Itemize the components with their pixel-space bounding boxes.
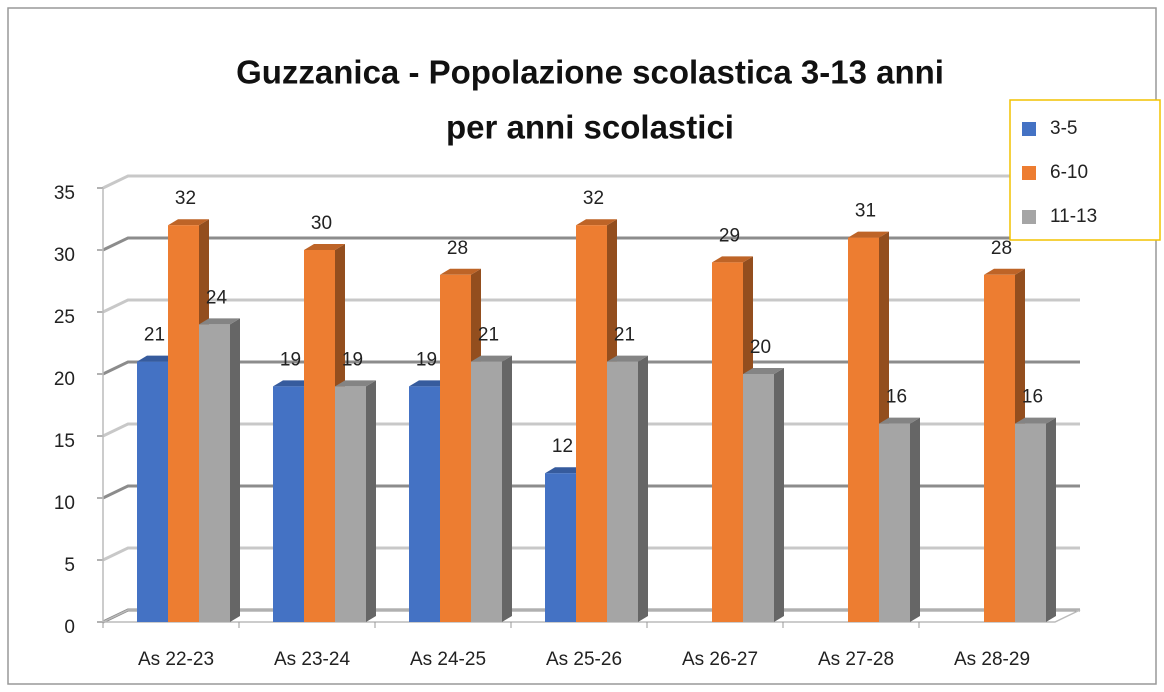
y-tick-label: 20 bbox=[54, 369, 75, 390]
data-label: 29 bbox=[719, 225, 740, 246]
bar-top bbox=[743, 368, 784, 374]
bar-top bbox=[304, 244, 345, 250]
bar bbox=[471, 355, 512, 622]
bar-front bbox=[273, 386, 304, 622]
bar bbox=[199, 318, 240, 622]
bar bbox=[1015, 417, 1056, 622]
bar-top bbox=[1015, 417, 1056, 424]
bar-front bbox=[471, 361, 502, 622]
bar-front bbox=[199, 324, 230, 622]
bar bbox=[879, 417, 920, 622]
grid-line bbox=[102, 236, 1080, 252]
bar-front bbox=[409, 386, 440, 622]
y-tick-label: 35 bbox=[54, 183, 75, 204]
chart-title: Guzzanica - Popolazione scolastica 3-13 … bbox=[236, 54, 944, 91]
bar-top bbox=[440, 268, 481, 275]
bar bbox=[607, 355, 648, 622]
data-label: 31 bbox=[855, 201, 876, 222]
bar-top bbox=[199, 318, 240, 325]
data-label: 16 bbox=[886, 387, 907, 408]
grid-line bbox=[102, 298, 1080, 314]
bar-side bbox=[1046, 417, 1056, 622]
bar-side bbox=[910, 417, 920, 622]
x-tick-label: As 28-29 bbox=[954, 649, 1030, 670]
bar-side bbox=[774, 368, 784, 622]
data-label: 32 bbox=[175, 188, 196, 209]
bar bbox=[576, 219, 617, 622]
bar-top bbox=[168, 219, 209, 226]
data-label: 24 bbox=[206, 287, 228, 308]
chart-title: per anni scolastici bbox=[446, 109, 734, 146]
data-label: 30 bbox=[311, 213, 332, 234]
x-tick-label: As 25-26 bbox=[546, 649, 622, 670]
bar-top bbox=[545, 467, 586, 474]
x-tick-label: As 22-23 bbox=[138, 649, 214, 670]
legend-swatch bbox=[1022, 166, 1036, 180]
bar-top bbox=[137, 355, 178, 362]
bar-front bbox=[440, 274, 471, 622]
legend-label: 3-5 bbox=[1050, 118, 1077, 139]
y-tick-label: 30 bbox=[54, 245, 75, 266]
data-label: 32 bbox=[583, 188, 604, 209]
bar-top bbox=[984, 268, 1025, 275]
data-label: 21 bbox=[144, 325, 165, 346]
y-tick-label: 5 bbox=[64, 555, 75, 576]
data-label: 21 bbox=[614, 325, 635, 346]
x-tick-label: As 23-24 bbox=[274, 649, 350, 670]
bar-front bbox=[335, 386, 366, 622]
data-label: 19 bbox=[280, 349, 301, 370]
bar-front bbox=[848, 237, 879, 622]
bar-top bbox=[273, 380, 314, 387]
bar-front bbox=[1015, 423, 1046, 622]
legend-label: 6-10 bbox=[1050, 162, 1088, 183]
x-tick-label: As 27-28 bbox=[818, 649, 894, 670]
y-tick-label: 25 bbox=[54, 307, 75, 328]
bar-front bbox=[545, 473, 576, 622]
bar-front bbox=[168, 225, 199, 622]
x-tick-label: As 24-25 bbox=[410, 649, 486, 670]
bar-front bbox=[304, 250, 335, 622]
bar-top bbox=[607, 355, 648, 362]
data-label: 19 bbox=[416, 349, 437, 370]
bar-top bbox=[335, 380, 376, 387]
legend-swatch bbox=[1022, 210, 1036, 224]
bar-side bbox=[638, 355, 648, 622]
data-label: 19 bbox=[342, 349, 363, 370]
data-label: 20 bbox=[750, 337, 771, 358]
x-tick-label: As 26-27 bbox=[682, 649, 758, 670]
bar-front bbox=[137, 361, 168, 622]
bar-side bbox=[230, 318, 240, 622]
data-label: 28 bbox=[991, 238, 1012, 259]
data-label: 16 bbox=[1022, 387, 1043, 408]
data-label: 21 bbox=[478, 325, 499, 346]
bar-top bbox=[848, 231, 889, 238]
bar-front bbox=[712, 262, 743, 622]
bar bbox=[335, 380, 376, 622]
bar bbox=[743, 368, 784, 622]
data-label: 28 bbox=[447, 238, 468, 259]
bar-front bbox=[743, 374, 774, 622]
y-tick-label: 15 bbox=[54, 431, 75, 452]
bar-side bbox=[502, 355, 512, 622]
data-label: 12 bbox=[552, 436, 573, 457]
bar-top bbox=[576, 219, 617, 226]
bar-top bbox=[712, 256, 753, 263]
y-tick-label: 0 bbox=[64, 617, 75, 638]
legend-swatch bbox=[1022, 122, 1036, 136]
bar-front bbox=[576, 225, 607, 622]
bar-front bbox=[984, 274, 1015, 622]
bar-side bbox=[366, 380, 376, 622]
grid-line bbox=[102, 174, 1080, 190]
legend-label: 11-13 bbox=[1050, 206, 1097, 227]
y-tick-label: 10 bbox=[54, 493, 75, 514]
bar-top bbox=[409, 380, 450, 387]
bar-top bbox=[879, 417, 920, 424]
bar-front bbox=[879, 423, 910, 622]
grid-line bbox=[102, 360, 1080, 376]
bar-top bbox=[471, 355, 512, 362]
bar-front bbox=[607, 361, 638, 622]
